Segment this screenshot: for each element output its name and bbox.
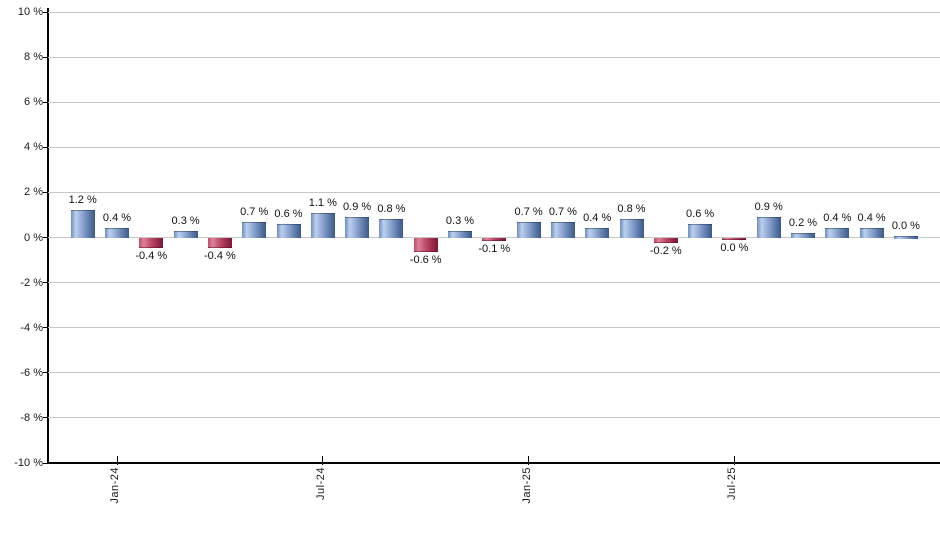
bar xyxy=(756,217,781,239)
y-axis-line xyxy=(47,8,49,464)
bar xyxy=(688,223,713,239)
bar-value-label: 0.4 % xyxy=(823,212,852,225)
gridline xyxy=(48,372,940,374)
bar-value-label: -0.4 % xyxy=(203,249,236,262)
bar-value-label: -0.6 % xyxy=(409,254,442,267)
bar xyxy=(310,212,335,239)
y-tick-mark xyxy=(43,146,48,148)
y-tick-label: 0 % xyxy=(24,231,43,244)
gridline xyxy=(48,417,940,419)
gridline xyxy=(48,282,940,284)
bar xyxy=(139,237,164,248)
gridline xyxy=(48,327,940,329)
x-tick-mark xyxy=(322,456,324,465)
bar-value-label: -0.2 % xyxy=(649,245,682,257)
bar xyxy=(242,221,267,239)
bar-value-label: 0.6 % xyxy=(274,207,303,220)
gridline xyxy=(48,146,940,148)
bar-value-label: -0.4 % xyxy=(135,249,168,262)
bar-value-label: 0.9 % xyxy=(343,201,372,214)
bar-value-label: 0.8 % xyxy=(617,203,646,216)
plot-area: 1.2 % 0.4 % -0.4 % 0.3 % -0.4 % 0.7 % 0.6 % 1.1… xyxy=(48,11,940,465)
gridline xyxy=(48,101,940,103)
y-tick-label: 2 % xyxy=(24,186,43,199)
y-tick-mark xyxy=(43,101,48,103)
y-tick-label: -6 % xyxy=(20,366,43,379)
x-tick-label: Jul-24 xyxy=(314,467,327,500)
bar xyxy=(207,237,232,248)
bar-value-label: 1.2 % xyxy=(68,194,97,207)
bar xyxy=(345,217,370,239)
bar xyxy=(893,236,918,239)
bar xyxy=(276,223,301,239)
bar-value-label: -0.1 % xyxy=(478,242,511,255)
y-tick-label: -10 % xyxy=(14,457,43,469)
bar xyxy=(105,228,129,239)
bar-value-label: 0.2 % xyxy=(788,216,818,229)
gridline xyxy=(48,56,940,58)
y-tick-mark xyxy=(43,11,48,13)
bar-value-label: 0.3 % xyxy=(445,214,475,227)
x-axis-line xyxy=(48,462,940,464)
y-tick-label: -8 % xyxy=(20,411,43,424)
bar-value-label: 0.9 % xyxy=(754,201,783,214)
y-tick-label: 10 % xyxy=(17,6,43,18)
gridline xyxy=(48,11,940,13)
bar xyxy=(825,228,850,239)
gridline xyxy=(48,191,940,193)
bar-value-label: 0.4 % xyxy=(857,212,886,225)
bar xyxy=(550,221,575,239)
x-tick-mark xyxy=(528,456,530,465)
y-tick-mark xyxy=(43,282,48,284)
bar xyxy=(173,230,198,239)
bar xyxy=(619,219,644,239)
y-tick-label: -4 % xyxy=(20,321,43,334)
bar xyxy=(859,228,884,239)
bar-value-label: 0.7 % xyxy=(240,205,269,218)
bar xyxy=(413,237,438,253)
bar-value-label: 0.4 % xyxy=(102,212,132,225)
bar xyxy=(70,210,95,239)
bar xyxy=(791,232,815,239)
bar-value-label: 0.7 % xyxy=(548,205,577,218)
bar-value-label: 0.0 % xyxy=(720,242,749,254)
y-tick-label: 4 % xyxy=(24,141,43,154)
bar-value-label: 0.8 % xyxy=(377,203,406,216)
bar-value-label: 0.3 % xyxy=(171,214,200,227)
bar xyxy=(482,237,507,241)
bar-value-label: 0.0 % xyxy=(891,220,920,232)
bar xyxy=(722,237,747,240)
y-tick-mark xyxy=(43,417,48,419)
x-tick-label: Jan-24 xyxy=(109,467,121,504)
bar-value-label: 0.6 % xyxy=(686,207,715,220)
x-tick-mark xyxy=(733,456,735,465)
y-tick-mark xyxy=(43,372,48,374)
bar xyxy=(653,237,678,243)
y-tick-label: 6 % xyxy=(24,96,43,109)
x-tick-label: Jan-25 xyxy=(520,467,533,504)
y-tick-mark xyxy=(43,462,48,464)
x-tick-mark xyxy=(116,456,118,465)
bar xyxy=(516,221,541,239)
y-tick-label: -2 % xyxy=(20,276,43,289)
x-tick-label: Jul-25 xyxy=(726,467,739,500)
y-tick-mark xyxy=(43,56,48,58)
bar xyxy=(448,230,472,239)
bar xyxy=(379,219,404,239)
y-tick-mark xyxy=(43,191,48,193)
y-tick-mark xyxy=(43,237,48,238)
y-tick-label: 8 % xyxy=(24,51,43,64)
y-tick-mark xyxy=(43,327,48,329)
bar xyxy=(585,228,610,239)
bar-value-label: 0.4 % xyxy=(583,212,612,225)
bar-value-label: 1.1 % xyxy=(308,196,337,209)
bar-value-label: 0.7 % xyxy=(514,205,543,218)
